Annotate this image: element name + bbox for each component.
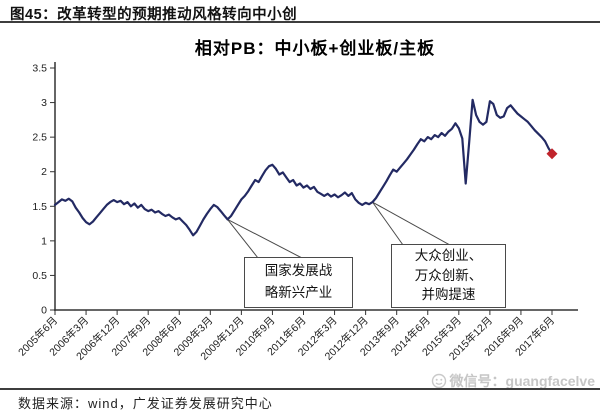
y-tick-label: 3.5 [32, 63, 47, 75]
y-tick-label: 2 [41, 166, 47, 178]
data-source-note: 数据来源：wind，广发证券发展研究中心 [18, 396, 273, 411]
annotation-line: 国家发展战 [264, 263, 333, 278]
pb-ratio-line [53, 98, 554, 237]
callout-pointer-line [372, 201, 451, 246]
y-tick-label: 0.5 [32, 270, 47, 282]
header-rule [0, 21, 600, 23]
figure-caption: 图45：改革转型的预期推动风格转向中小创 [10, 7, 298, 23]
wechat-watermark: 微信号：guangfacelve [431, 371, 595, 391]
annotation-line: 万众创新、 [414, 267, 483, 283]
callout-pointer-line [227, 218, 303, 259]
footer-rule [0, 388, 600, 390]
y-tick-label: 2.5 [32, 132, 47, 144]
annotation-box-strategic-emerging-industries: 国家发展战 略新兴产业 [244, 257, 353, 308]
annotation-line: 并购提速 [421, 287, 476, 302]
callout-pointer-line [227, 219, 259, 259]
y-tick-label: 1.5 [32, 201, 47, 213]
wechat-icon [431, 373, 447, 389]
y-tick-label: 0 [41, 305, 47, 317]
end-marker-diamond [546, 148, 558, 160]
wechat-id-text: 微信号：guangfacelve [449, 373, 595, 389]
y-tick-label: 1 [41, 235, 47, 247]
annotation-line: 略新兴产业 [264, 285, 333, 300]
annotation-box-mass-entrepreneurship: 大众创业、 万众创新、 并购提速 [391, 244, 506, 308]
annotation-line: 大众创业、 [414, 248, 483, 263]
callout-pointer-line [372, 201, 404, 246]
chart-title: 相对PB：中小板+创业板/主板 [194, 39, 436, 58]
y-tick-label: 3 [41, 97, 47, 109]
